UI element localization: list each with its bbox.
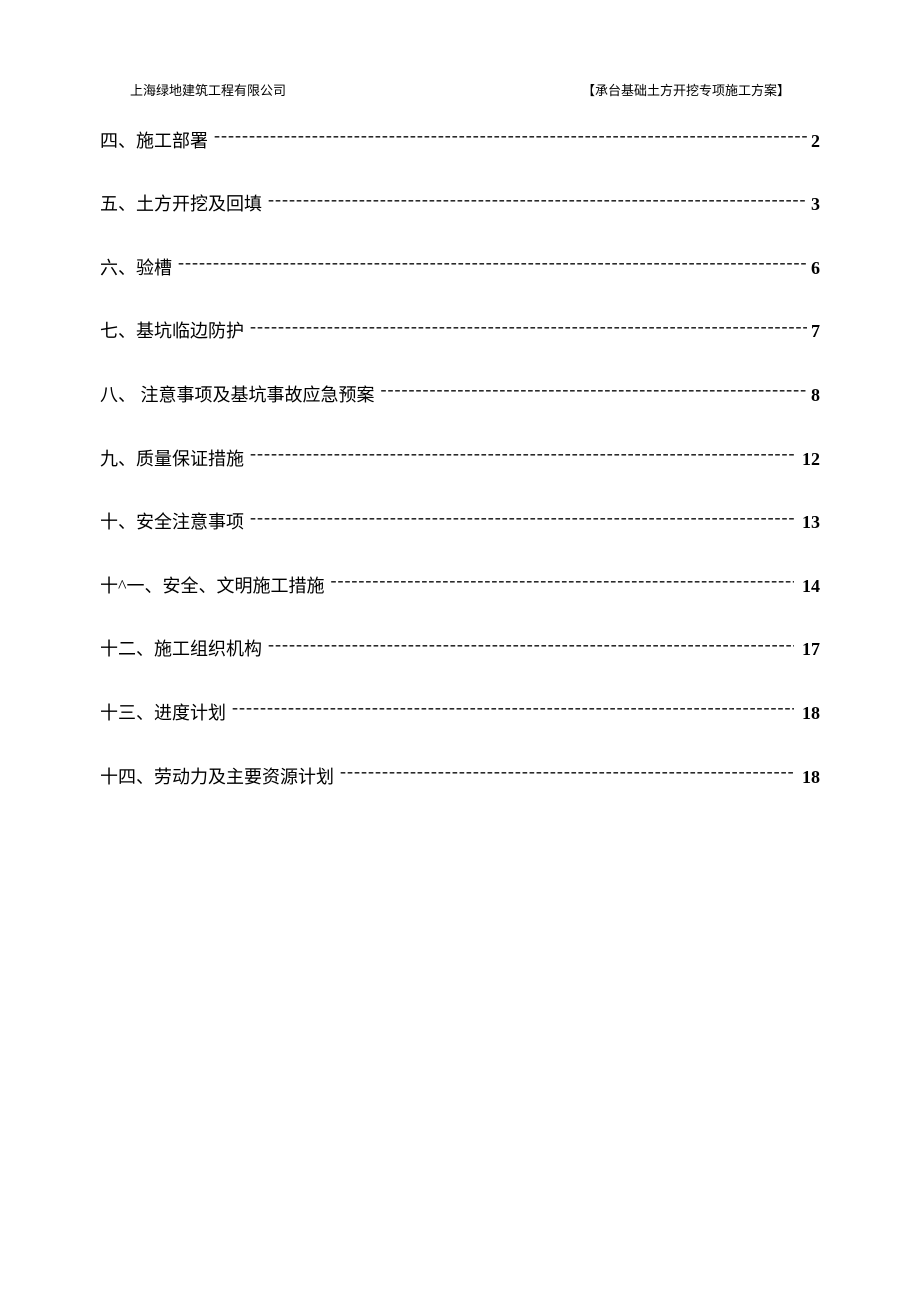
toc-item: 六、验槽 6 xyxy=(100,252,820,280)
toc-label: 十^一、安全、文明施工措施 xyxy=(100,572,330,598)
toc-leader xyxy=(178,252,807,274)
toc-item: 四、施工部署 2 xyxy=(100,125,820,153)
page-header: 上海绿地建筑工程有限公司 【承台基础土方开挖专项施工方案】 xyxy=(100,80,820,99)
toc-label: 四、施工部署 xyxy=(100,127,214,153)
toc-item: 五、土方开挖及回填 3 xyxy=(100,189,820,217)
toc-item: 十二、施工组织机构 17 xyxy=(100,634,820,662)
toc-leader xyxy=(232,697,794,719)
toc-label: 十二、施工组织机构 xyxy=(100,635,268,661)
toc-item: 十^一、安全、文明施工措施 14 xyxy=(100,570,820,598)
toc-page: 17 xyxy=(794,639,820,660)
toc-leader xyxy=(250,316,807,338)
toc-page: 18 xyxy=(794,767,820,788)
toc-item: 七、基坑临边防护 7 xyxy=(100,316,820,344)
table-of-contents: 四、施工部署 2 五、土方开挖及回填 3 六、验槽 6 七、基坑临边防护 7 八… xyxy=(100,125,820,789)
toc-leader xyxy=(381,379,808,401)
toc-label: 九、质量保证措施 xyxy=(100,445,250,471)
toc-item: 八、 注意事项及基坑事故应急预案 8 xyxy=(100,379,820,407)
toc-leader xyxy=(268,634,794,656)
toc-label: 七、基坑临边防护 xyxy=(100,317,250,343)
toc-label: 五、土方开挖及回填 xyxy=(100,190,268,216)
toc-item: 九、质量保证措施 12 xyxy=(100,443,820,471)
toc-page: 7 xyxy=(807,321,820,342)
document-title: 【承台基础土方开挖专项施工方案】 xyxy=(582,80,790,99)
toc-page: 6 xyxy=(807,258,820,279)
toc-leader xyxy=(330,570,794,592)
toc-page: 3 xyxy=(807,194,820,215)
company-name: 上海绿地建筑工程有限公司 xyxy=(130,80,286,99)
toc-item: 十、安全注意事项 13 xyxy=(100,507,820,535)
toc-item: 十四、劳动力及主要资源计划 18 xyxy=(100,761,820,789)
toc-label: 六、验槽 xyxy=(100,254,178,280)
toc-page: 8 xyxy=(807,385,820,406)
page-container: 上海绿地建筑工程有限公司 【承台基础土方开挖专项施工方案】 四、施工部署 2 五… xyxy=(0,0,920,789)
toc-page: 2 xyxy=(807,131,820,152)
toc-label: 十三、进度计划 xyxy=(100,699,232,725)
toc-page: 18 xyxy=(794,703,820,724)
toc-leader xyxy=(268,189,807,211)
toc-page: 12 xyxy=(794,449,820,470)
toc-leader xyxy=(250,443,794,465)
toc-label: 十四、劳动力及主要资源计划 xyxy=(100,763,340,789)
toc-leader xyxy=(250,507,794,529)
toc-page: 14 xyxy=(794,576,820,597)
toc-label: 八、 注意事项及基坑事故应急预案 xyxy=(100,381,381,407)
toc-item: 十三、进度计划 18 xyxy=(100,697,820,725)
toc-leader xyxy=(214,125,807,147)
toc-page: 13 xyxy=(794,512,820,533)
toc-label: 十、安全注意事项 xyxy=(100,508,250,534)
toc-leader xyxy=(340,761,794,783)
